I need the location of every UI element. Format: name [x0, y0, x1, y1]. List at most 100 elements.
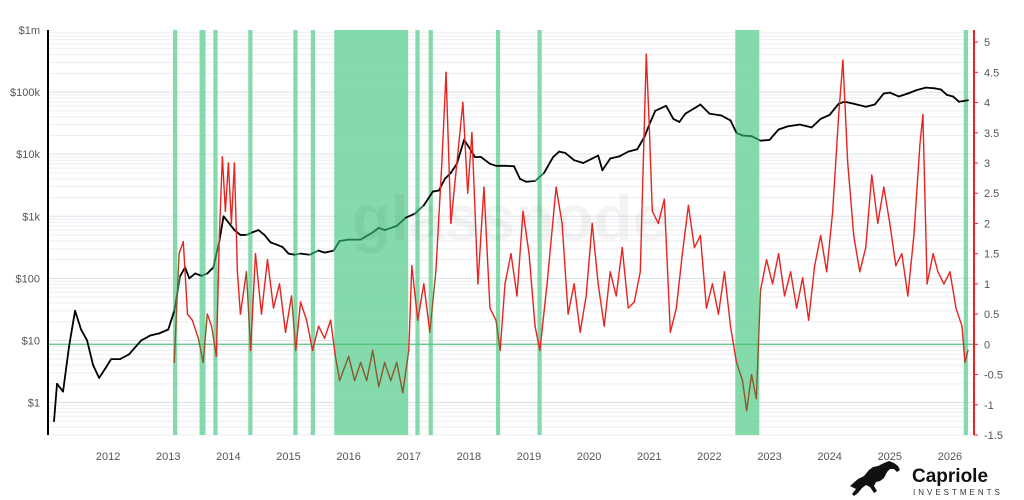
indicator-line-segment [597, 283, 605, 327]
x-axis-tick-labels: 2012 2013 2014 2015 2016 2017 2018 2019 2020 2021… [96, 451, 962, 463]
indicator-line-segment [755, 289, 762, 400]
indicator-line-segment [323, 319, 332, 339]
price-line-segment [119, 353, 131, 361]
indicator-line-segment [299, 301, 308, 321]
price-line-segment [735, 132, 744, 137]
shaded-region [310, 30, 315, 435]
left-tick-label: $1 [28, 398, 40, 410]
price-line-segment [672, 117, 681, 123]
x-tick-label: 2021 [637, 451, 661, 463]
price-line-segment [525, 180, 536, 183]
indicator-line-segment [353, 361, 362, 382]
price-line-segment [431, 189, 440, 193]
price-line-segment [200, 272, 209, 277]
indicator-line-segment [284, 295, 293, 333]
indicator-line-segment [182, 240, 189, 315]
indicator-line-segment [239, 271, 248, 315]
price-line-segment [843, 100, 855, 105]
price-line-segment [654, 104, 668, 112]
x-tick-label: 2024 [817, 451, 841, 463]
left-tick-label: $1m [19, 25, 40, 37]
indicator-line-segment [765, 259, 774, 285]
price-line-segment [404, 212, 416, 219]
indicator-line-segment [777, 252, 786, 297]
left-tick-label: $1k [22, 211, 40, 223]
indicator-line-segment [546, 186, 557, 285]
price-line-segment [275, 243, 284, 248]
indicator-line-segment [681, 204, 690, 255]
right-tick-label: 5 [984, 37, 990, 49]
price-line-segment [609, 155, 621, 160]
indicator-line-segment [609, 271, 617, 297]
indicator-line-segment [245, 271, 252, 352]
indicator-line-segment [579, 295, 587, 333]
watermark-text: glassnode [352, 182, 669, 254]
indicator-line-segment [746, 373, 753, 412]
shaded-region [428, 30, 433, 435]
indicator-line-segment [663, 198, 672, 333]
price-line-segment [281, 246, 290, 255]
price-line-segment [98, 367, 107, 379]
price-line-segment [227, 221, 236, 231]
price-line-segment [591, 154, 600, 160]
price-line-segment [924, 86, 936, 90]
indicator-line-segment [441, 71, 447, 164]
price-line-segment [582, 157, 594, 164]
indicator-line-segment [295, 301, 302, 352]
indicator-line-segment [675, 252, 684, 309]
x-tick-label: 2014 [216, 451, 240, 463]
indicator-line-segment [871, 174, 879, 225]
indicator-line-segment [717, 271, 726, 315]
indicator-line-segment [807, 265, 816, 321]
price-line-segment [888, 91, 900, 98]
price-line-segment [251, 229, 260, 234]
indicator-line-segment [711, 283, 720, 315]
price-line-segment [383, 224, 398, 231]
indicator-line-segment [272, 283, 281, 309]
indicator-line-segment [693, 234, 702, 249]
indicator-line-segment [539, 283, 548, 352]
right-axis-tick-labels: -1.5 -1 -0.5 0 0.5 1 1.5 2 2.5 3 3.5 4 4.5 5 [974, 37, 1003, 442]
price-line-segment [864, 103, 876, 108]
price-line-segment [338, 238, 350, 242]
x-tick-label: 2017 [397, 451, 421, 463]
price-line-segment [56, 382, 64, 393]
price-line-segment [552, 150, 561, 158]
price-line-segment [768, 128, 780, 141]
indicator-line-segment [932, 252, 939, 273]
indicator-line-segment [456, 101, 464, 164]
indicator-line-segment [687, 204, 696, 249]
right-tick-label: 2 [984, 218, 990, 230]
x-tick-label: 2013 [156, 451, 180, 463]
right-tick-label: -0.5 [984, 370, 1003, 382]
indicator-line-segment [813, 234, 822, 267]
indicator-line-segment [567, 283, 575, 315]
price-line-segment [750, 135, 762, 142]
indicator-line-segment [895, 252, 903, 267]
indicator-line-segment [907, 234, 915, 297]
price-line-segment [852, 102, 867, 108]
indicator-line-segment [499, 283, 506, 352]
indicator-line-segment [723, 271, 732, 327]
indicator-line-segment [435, 162, 443, 273]
indicator-line-segment [178, 240, 184, 255]
price-line-segment [257, 229, 266, 236]
indicator-line-segment [883, 186, 891, 225]
shaded-region [293, 30, 298, 435]
indicator-line-segment [771, 252, 780, 285]
indicator-line-segment [561, 222, 569, 315]
price-line-segment [958, 99, 969, 103]
right-tick-label: -1.5 [984, 430, 1003, 442]
indicator-line-segment [365, 349, 374, 382]
indicator-line-segment [173, 252, 180, 364]
price-line-segment [897, 92, 909, 98]
price-line-segment [906, 89, 918, 95]
left-tick-label: $100 [16, 273, 40, 285]
x-tick-label: 2025 [878, 451, 902, 463]
indicator-line-segment [260, 259, 269, 315]
indicator-line-segment [633, 271, 641, 303]
price-line-segment [158, 328, 170, 335]
indicator-line-segment [489, 307, 497, 321]
price-line-segment [940, 88, 948, 96]
